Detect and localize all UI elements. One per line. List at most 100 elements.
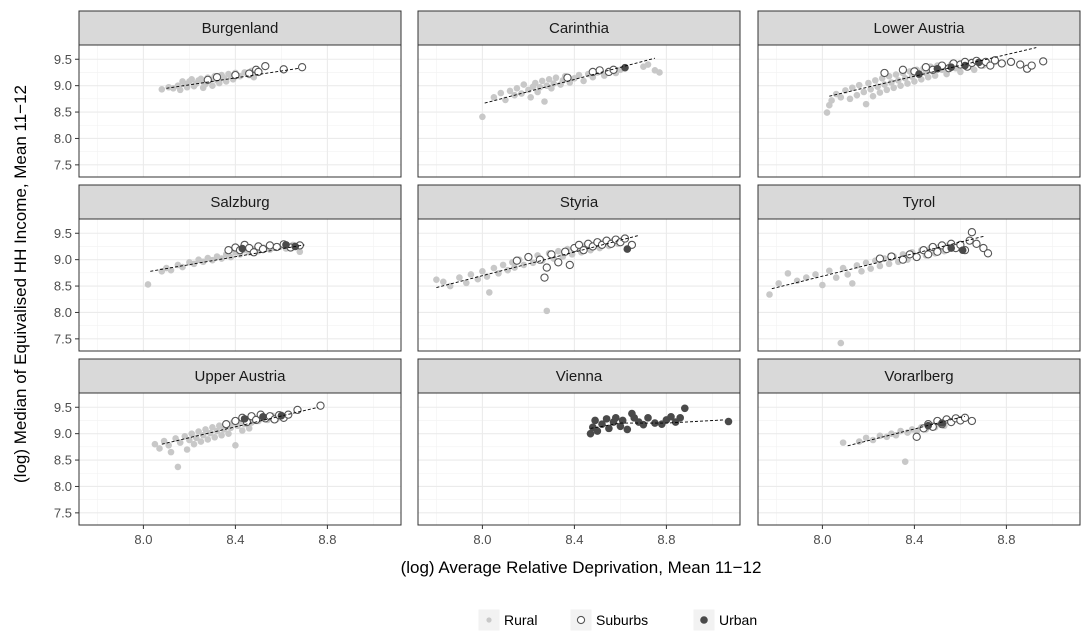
suburbs-point: [203, 75, 212, 84]
rural-point: [867, 265, 874, 272]
suburbs-point: [547, 250, 556, 259]
legend-marker: [486, 617, 492, 623]
y-tick-label: 8.5: [54, 279, 72, 294]
y-tick-label: 8.5: [54, 453, 72, 468]
rural-point: [227, 253, 235, 261]
suburbs-point: [986, 61, 995, 70]
rural-point: [497, 89, 505, 97]
panel-strip: [757, 10, 1081, 46]
legend-label: Rural: [504, 612, 537, 628]
rural-point: [199, 431, 207, 439]
fit-line: [161, 406, 319, 445]
rural-point: [828, 97, 835, 104]
y-tick-label: 7.5: [54, 157, 72, 172]
suburbs-point: [297, 63, 307, 72]
panel-carinthia: Carinthia: [417, 10, 741, 178]
suburbs-point: [579, 246, 588, 255]
y-tick-label: 8.0: [54, 479, 72, 494]
panel-border: [78, 44, 402, 178]
rural-point: [855, 438, 863, 445]
suburbs-point: [898, 65, 908, 74]
panel-vorarlberg: Vorarlberg 8.0 8.4 8.8: [757, 358, 1081, 547]
fit-line: [484, 57, 656, 104]
suburbs-point: [972, 239, 981, 248]
suburbs-point: [912, 432, 921, 441]
urban-point: [616, 422, 625, 431]
suburbs-point: [222, 420, 231, 429]
suburbs-point: [887, 252, 896, 261]
y-tick-label: 7.5: [54, 505, 72, 520]
panel-border: [417, 392, 741, 526]
x-tick-label: 8.0: [134, 532, 152, 547]
rural-point: [467, 271, 475, 278]
y-tick-label: 9.0: [54, 78, 72, 93]
rural-point: [876, 262, 884, 270]
rural-point: [656, 69, 663, 76]
suburbs-point: [279, 65, 288, 74]
rural-point: [502, 96, 509, 104]
rural-point: [499, 261, 507, 269]
rural-point: [855, 81, 863, 89]
rural-point: [803, 274, 810, 281]
panel-border: [417, 44, 741, 178]
rural-point: [506, 87, 514, 95]
suburbs-point: [1039, 57, 1048, 66]
rural-point: [849, 84, 856, 92]
panel-strip-label: Lower Austria: [874, 20, 966, 37]
rural-point: [218, 255, 225, 262]
rural-point: [204, 436, 212, 443]
legend-label: Urban: [719, 612, 757, 628]
rural-point: [839, 439, 847, 446]
rural-point: [869, 92, 877, 100]
rural-point: [872, 77, 879, 84]
rural-point: [862, 259, 870, 267]
rural-point: [479, 113, 486, 121]
suburbs-point: [960, 413, 970, 422]
suburbs-point: [316, 401, 325, 410]
rural-point: [865, 79, 872, 87]
rural-point: [536, 83, 544, 91]
urban-point: [623, 245, 632, 253]
rural-point: [216, 422, 223, 430]
legend-item-suburbs: Suburbs: [569, 608, 648, 632]
rural-point: [552, 74, 560, 82]
suburbs-point: [524, 252, 533, 262]
rural-point: [957, 68, 964, 76]
urban-point: [605, 424, 613, 433]
rural-point: [245, 425, 253, 432]
urban-point: [639, 420, 648, 429]
rural-point: [532, 79, 539, 87]
legend-marker: [700, 616, 708, 624]
fit-line: [847, 415, 966, 447]
suburbs-point: [1016, 60, 1025, 69]
rural-point: [167, 448, 175, 456]
rural-point: [190, 440, 198, 448]
urban-point: [676, 414, 684, 422]
rural-point: [862, 434, 870, 442]
rural-point: [518, 90, 525, 97]
rural-point: [209, 256, 216, 264]
rural-point: [172, 435, 179, 442]
urban-point: [681, 404, 689, 413]
panel-strip-label: Carinthia: [549, 20, 610, 37]
rural-point: [793, 277, 801, 285]
rural-point: [222, 78, 230, 85]
panel-border: [757, 44, 1081, 178]
panel-background: [418, 393, 740, 525]
suburbs-point: [512, 256, 522, 265]
x-tick-label: 8.8: [318, 532, 336, 547]
rural-point: [239, 427, 246, 434]
panel-upper-austria: Upper Austria 7.5 8.0 8.5 9.0 9.5 8.0 8.4 8.8: [54, 358, 402, 547]
urban-point: [240, 415, 249, 423]
panel-border: [78, 392, 402, 526]
panel-vienna: Vienna 8.0 8.4 8.8: [417, 358, 741, 547]
panel-border: [757, 218, 1081, 352]
x-tick-label: 8.4: [226, 532, 244, 547]
panel-strip: [417, 10, 741, 46]
rural-point: [869, 436, 877, 444]
panel-strip-label: Styria: [560, 194, 599, 211]
legend-label: Suburbs: [596, 612, 648, 628]
suburbs-point: [261, 61, 270, 71]
rural-point: [232, 441, 239, 449]
